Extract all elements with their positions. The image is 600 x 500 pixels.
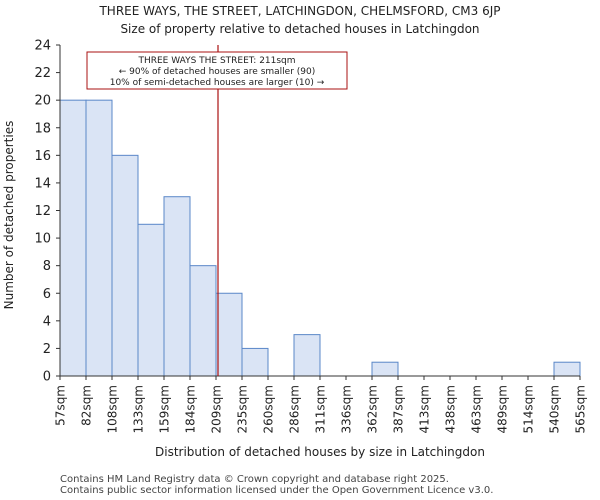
- y-axis-label: Number of detached properties: [2, 121, 16, 310]
- y-tick-label: 18: [34, 121, 51, 136]
- histogram-bar: [189, 265, 217, 377]
- y-tick-label: 6: [43, 287, 51, 302]
- x-tick-label: 82sqm: [80, 385, 94, 426]
- histogram-bar: [59, 99, 87, 377]
- annotation-box: [86, 51, 348, 90]
- y-tick-label: 22: [34, 66, 51, 81]
- x-tick-label: 286sqm: [288, 385, 302, 433]
- chart-subtitle: Size of property relative to detached ho…: [120, 22, 479, 36]
- histogram-bar: [111, 154, 139, 377]
- y-tick-label: 0: [43, 370, 51, 385]
- x-tick-label: 540sqm: [548, 385, 562, 433]
- x-tick-label: 108sqm: [106, 385, 120, 433]
- x-tick-label: 413sqm: [418, 385, 432, 433]
- x-tick-label: 514sqm: [522, 385, 536, 433]
- x-tick-label: 489sqm: [496, 385, 510, 433]
- y-tick-label: 4: [43, 314, 51, 329]
- x-tick-label: 209sqm: [210, 385, 224, 433]
- y-tick-label: 12: [34, 204, 51, 219]
- annotation-line-2: ← 90% of detached houses are smaller (90…: [119, 67, 316, 77]
- y-tick-label: 20: [34, 94, 51, 109]
- x-axis-label: Distribution of detached houses by size …: [155, 445, 485, 459]
- x-tick-label: 235sqm: [236, 385, 250, 433]
- histogram-bar: [241, 347, 269, 377]
- x-tick-label: 362sqm: [366, 385, 380, 433]
- y-tick-label: 10: [34, 232, 51, 247]
- histogram-bar: [215, 292, 243, 377]
- x-tick-label: 336sqm: [340, 385, 354, 433]
- histogram-bar: [293, 334, 321, 377]
- y-tick-label: 8: [43, 259, 51, 274]
- histogram-bar: [163, 196, 191, 377]
- x-tick-label: 57sqm: [54, 385, 68, 426]
- x-tick-label: 133sqm: [132, 385, 146, 433]
- histogram-bar: [553, 361, 581, 377]
- histogram-bar: [85, 99, 113, 377]
- footer-line-1: Contains HM Land Registry data © Crown c…: [60, 474, 449, 485]
- y-tick-label: 2: [43, 342, 51, 357]
- x-tick-label: 184sqm: [184, 385, 198, 433]
- histogram-bar: [137, 223, 165, 377]
- y-tick-label: 24: [34, 39, 51, 54]
- annotation-line-1: THREE WAYS THE STREET: 211sqm: [137, 56, 295, 66]
- x-tick-label: 463sqm: [470, 385, 484, 433]
- y-tick-label: 14: [34, 176, 51, 191]
- x-tick-label: 387sqm: [392, 385, 406, 433]
- annotation-line-3: 10% of semi-detached houses are larger (…: [110, 78, 325, 88]
- x-tick-label: 260sqm: [262, 385, 276, 433]
- footer-line-2: Contains public sector information licen…: [60, 485, 494, 496]
- chart-title: THREE WAYS, THE STREET, LATCHINGDON, CHE…: [98, 4, 500, 18]
- x-tick-label: 565sqm: [574, 385, 588, 433]
- x-tick-label: 311sqm: [314, 385, 328, 433]
- x-tick-label: 438sqm: [444, 385, 458, 433]
- histogram-bar: [371, 361, 399, 377]
- x-tick-label: 159sqm: [158, 385, 172, 433]
- y-tick-label: 16: [34, 149, 51, 164]
